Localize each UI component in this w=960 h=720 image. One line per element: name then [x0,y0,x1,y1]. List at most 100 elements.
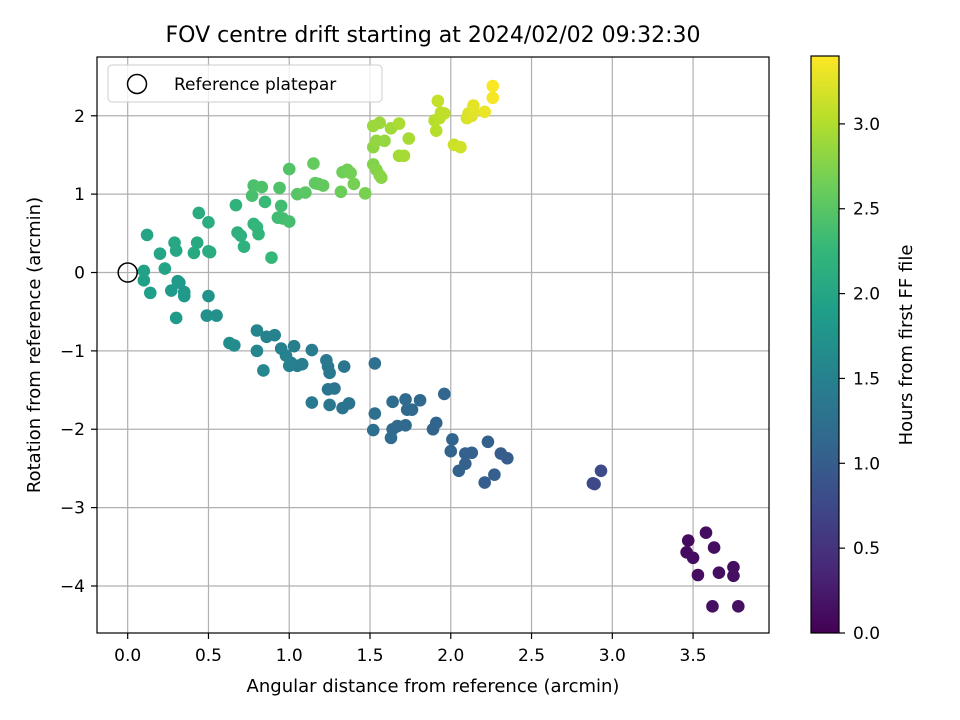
grid-lines [97,57,769,633]
data-point-76 [137,264,151,278]
y-tick-label: −1 [60,342,85,362]
colorbar-ticks: 0.0 0.5 1.0 1.5 2.0 2.5 3.0 [839,115,880,644]
data-point-4 [707,541,721,554]
data-point-37 [366,423,380,437]
data-point-107 [299,186,312,199]
data-point-129 [397,149,411,163]
legend-entry-reference-platepar: Reference platepar [174,75,336,95]
data-point-117 [358,187,372,200]
data-point-5 [691,568,705,582]
x-tick-label: 0.5 [195,646,222,666]
data-point-69 [177,289,191,303]
data-point-50 [305,343,319,357]
data-point-79 [140,228,154,242]
legend-reference-marker-icon [126,73,148,95]
data-point-17 [478,476,491,489]
y-axis-label: Rotation from reference (arcmin) [24,197,45,493]
data-point-71 [171,274,185,288]
data-point-116 [347,177,361,191]
plot-area [96,56,770,634]
data-point-2 [686,551,700,565]
data-point-126 [373,116,386,130]
data-point-20 [459,447,472,460]
colorbar-tick-label: 1.5 [853,369,880,389]
chart-title: FOV centre drift starting at 2024/02/02 … [166,23,701,48]
data-point-9 [706,600,719,613]
x-tick-label: 3.5 [680,646,707,666]
colorbar-gradient [811,56,839,633]
data-point-96 [258,195,272,209]
data-point-94 [252,227,265,241]
data-point-13 [594,464,608,478]
y-tick-label: −2 [60,420,85,440]
data-point-72 [165,284,178,297]
data-point-24 [446,433,459,446]
data-point-44 [321,382,335,396]
data-point-83 [190,236,204,250]
data-point-101 [245,189,259,203]
colorbar-tick-label: 2.0 [853,285,880,305]
data-point-146 [486,91,500,105]
data-point-8 [727,569,740,583]
data-point-12 [588,477,601,491]
data-point-54 [287,339,301,353]
colorbar-tick-label: 0.0 [853,624,880,644]
data-point-64 [223,336,236,350]
data-point-115 [344,166,357,180]
data-point-45 [323,398,336,412]
data-point-111 [307,157,320,170]
data-point-6 [712,566,726,579]
plot-frame [96,56,770,634]
data-point-124 [378,134,391,148]
data-point-18 [481,435,495,449]
data-point-28 [413,393,427,407]
colorbar-tick-label: 3.0 [853,115,880,135]
data-point-41 [336,401,349,415]
data-point-42 [337,360,351,373]
x-tick-label: 1.5 [356,646,383,666]
data-point-65 [210,309,223,322]
plot-background [97,57,769,633]
data-point-139 [454,140,467,154]
data-point-81 [168,236,181,250]
data-point-16 [488,468,501,481]
data-point-31 [399,393,412,406]
data-point-121 [375,171,388,184]
colorbar-frame [810,55,840,634]
data-point-110 [316,179,330,192]
data-point-144 [467,99,480,112]
data-point-98 [274,199,288,213]
x-tick-label: 3.0 [599,646,626,666]
data-point-3 [699,526,713,539]
y-tick-label: −3 [60,499,85,519]
data-point-22 [452,464,466,478]
x-tick-label: 1.0 [276,646,303,666]
data-point-30 [400,403,414,416]
reference-platepar-marker [117,262,138,283]
data-point-86 [192,206,206,220]
x-tick-label: 0.0 [114,646,141,666]
reference-marker [117,262,138,283]
data-point-145 [478,105,491,119]
data-point-75 [137,274,151,287]
y-axis-ticks: −4 −3 −2 −1 0 1 2 [60,107,97,597]
data-point-85 [203,245,217,259]
data-point-112 [334,185,348,199]
data-point-73 [169,311,183,325]
data-point-36 [386,395,399,409]
data-point-136 [438,107,451,120]
data-point-103 [255,180,269,194]
data-point-38 [368,407,382,420]
colorbar-tick-label: 0.5 [853,539,880,559]
data-point-26 [426,422,440,436]
data-point-147 [486,79,500,93]
data-point-10 [732,600,745,613]
data-points [137,79,745,613]
data-point-27 [438,387,451,401]
data-point-91 [229,198,243,212]
y-tick-label: 1 [74,185,85,205]
data-point-130 [402,132,416,145]
data-point-95 [265,251,278,264]
data-point-0 [681,534,695,547]
